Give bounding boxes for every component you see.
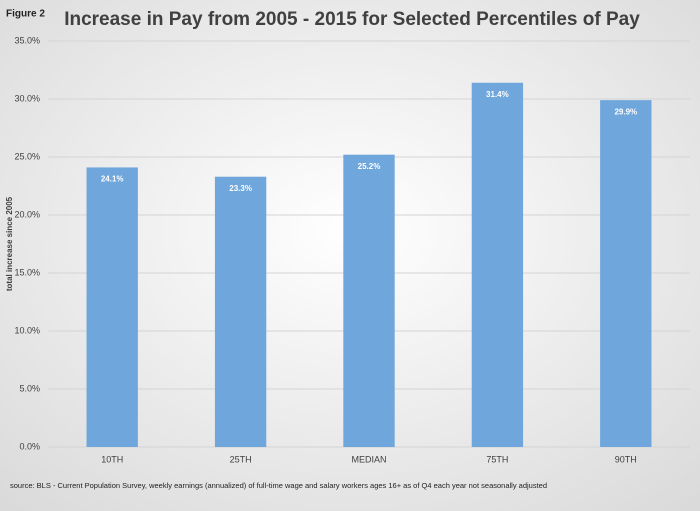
value-label: 29.9% bbox=[614, 107, 637, 116]
bar bbox=[600, 100, 652, 447]
y-tick-label: 10.0% bbox=[14, 325, 40, 335]
value-label: 23.3% bbox=[229, 184, 252, 193]
bar bbox=[86, 167, 138, 447]
value-label: 31.4% bbox=[486, 90, 509, 99]
bar bbox=[471, 82, 524, 447]
y-tick-label: 25.0% bbox=[14, 151, 40, 161]
x-tick-label: 90TH bbox=[615, 454, 637, 464]
chart-title: Increase in Pay from 2005 - 2015 for Sel… bbox=[64, 9, 640, 30]
y-axis-label: total increase since 2005 bbox=[5, 196, 14, 291]
bar bbox=[343, 154, 395, 447]
x-tick-label: 10TH bbox=[101, 454, 123, 464]
x-tick-label: 75TH bbox=[486, 454, 508, 464]
y-tick-label: 5.0% bbox=[19, 383, 40, 393]
y-tick-label: 30.0% bbox=[14, 93, 40, 103]
y-tick-label: 20.0% bbox=[14, 209, 40, 219]
figure-label: Figure 2 bbox=[6, 9, 45, 20]
source-note: source: BLS - Current Population Survey,… bbox=[10, 481, 547, 490]
x-tick-label: MEDIAN bbox=[351, 454, 386, 464]
bar bbox=[214, 176, 267, 447]
y-tick-label: 15.0% bbox=[14, 267, 40, 277]
x-tick-label: 25TH bbox=[230, 454, 252, 464]
value-label: 24.1% bbox=[101, 175, 124, 184]
value-label: 25.2% bbox=[358, 162, 381, 171]
y-tick-label: 0.0% bbox=[19, 441, 40, 451]
y-tick-label: 35.0% bbox=[14, 35, 40, 45]
